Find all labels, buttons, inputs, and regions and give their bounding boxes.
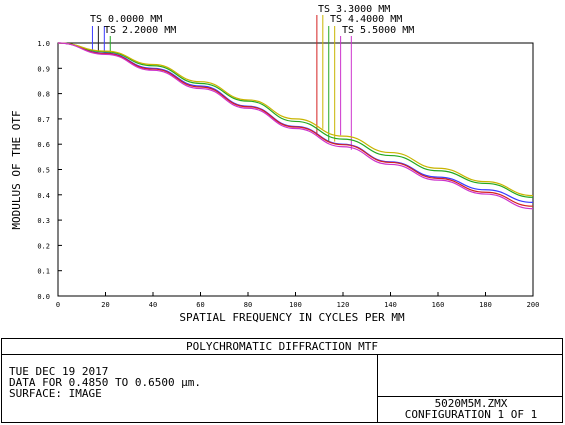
x-tick-label: 100 bbox=[289, 301, 302, 309]
data-range-text: DATA FOR 0.4850 TO 0.6500 μm. bbox=[9, 376, 202, 389]
y-tick-label: 0.7 bbox=[37, 116, 50, 124]
series-line bbox=[57, 42, 534, 203]
legend-label-ts-4-4: TS 4.4000 MM bbox=[330, 14, 403, 25]
y-tick-label: 0.8 bbox=[37, 91, 50, 99]
legend-label-ts-0: TS 0.0000 MM bbox=[90, 14, 163, 25]
series-line bbox=[57, 42, 534, 210]
series-line bbox=[57, 42, 534, 198]
y-tick-label: 0.6 bbox=[37, 141, 50, 149]
y-tick-label: 0.2 bbox=[37, 242, 50, 250]
surface-text: SURFACE: IMAGE bbox=[9, 387, 102, 400]
y-tick-label: 1.0 bbox=[37, 40, 50, 48]
x-tick-label: 40 bbox=[149, 301, 157, 309]
y-tick-label: 0.5 bbox=[37, 167, 50, 175]
y-tick-label: 0.1 bbox=[37, 268, 50, 276]
x-tick-label: 140 bbox=[384, 301, 397, 309]
x-tick-label: 20 bbox=[101, 301, 109, 309]
x-tick-label: 80 bbox=[244, 301, 252, 309]
legend-label-ts-3-3: TS 3.3000 MM bbox=[318, 4, 391, 15]
date-text: TUE DEC 19 2017 bbox=[9, 365, 109, 378]
y-tick-label: 0.0 bbox=[37, 293, 50, 301]
configuration-text: CONFIGURATION 1 OF 1 bbox=[404, 408, 538, 421]
legend-label-ts-5-5: TS 5.5000 MM bbox=[342, 25, 415, 36]
series-line bbox=[57, 42, 534, 207]
x-tick-label: 200 bbox=[527, 301, 540, 309]
info-divider bbox=[377, 355, 378, 423]
y-tick-label: 0.3 bbox=[37, 217, 50, 225]
series-line bbox=[57, 42, 534, 197]
x-tick-label: 60 bbox=[196, 301, 204, 309]
info-frame: POLYCHROMATIC DIFFRACTION MTF TUE DEC 19… bbox=[1, 338, 563, 423]
y-axis-label: MODULUS OF THE OTF bbox=[10, 110, 23, 229]
mtf-chart: 0 20 40 60 80 100 120 140 160 180 200 0.0 0.1 0.2 0.3 0… bbox=[10, 15, 540, 324]
x-tick-label: 180 bbox=[479, 301, 492, 309]
chart-title: POLYCHROMATIC DIFFRACTION MTF bbox=[185, 340, 379, 353]
chart-title-row: POLYCHROMATIC DIFFRACTION MTF bbox=[2, 339, 562, 355]
y-tick-label: 0.4 bbox=[37, 192, 50, 200]
y-tick-label: 0.9 bbox=[37, 65, 50, 73]
x-tick-label: 120 bbox=[337, 301, 350, 309]
legend-label-ts-2-2: TS 2.2000 MM bbox=[104, 25, 177, 36]
x-tick-label: 160 bbox=[432, 301, 445, 309]
x-axis-label: SPATIAL FREQUENCY IN CYCLES PER MM bbox=[179, 311, 405, 324]
file-name: 5020M5M.ZMX bbox=[434, 397, 508, 410]
file-divider bbox=[377, 396, 563, 397]
plot-area bbox=[57, 42, 534, 297]
x-tick-label: 0 bbox=[56, 301, 60, 309]
